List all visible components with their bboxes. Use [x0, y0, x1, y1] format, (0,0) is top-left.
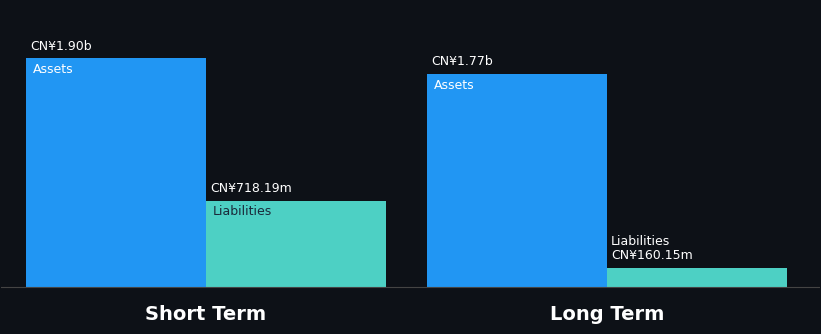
Text: Liabilities: Liabilities	[213, 205, 272, 218]
Bar	[607, 268, 787, 287]
Text: CN¥718.19m: CN¥718.19m	[210, 182, 291, 195]
Text: CN¥1.90b: CN¥1.90b	[30, 40, 92, 53]
Text: CN¥160.15m: CN¥160.15m	[611, 249, 693, 262]
Bar	[26, 58, 206, 287]
Text: Assets: Assets	[33, 63, 73, 76]
Text: Short Term: Short Term	[145, 305, 267, 324]
Bar	[206, 201, 386, 287]
Text: CN¥1.77b: CN¥1.77b	[431, 55, 493, 68]
Text: Long Term: Long Term	[550, 305, 664, 324]
Bar	[427, 74, 607, 287]
Text: Assets: Assets	[433, 79, 474, 92]
Text: Liabilities: Liabilities	[611, 235, 670, 248]
